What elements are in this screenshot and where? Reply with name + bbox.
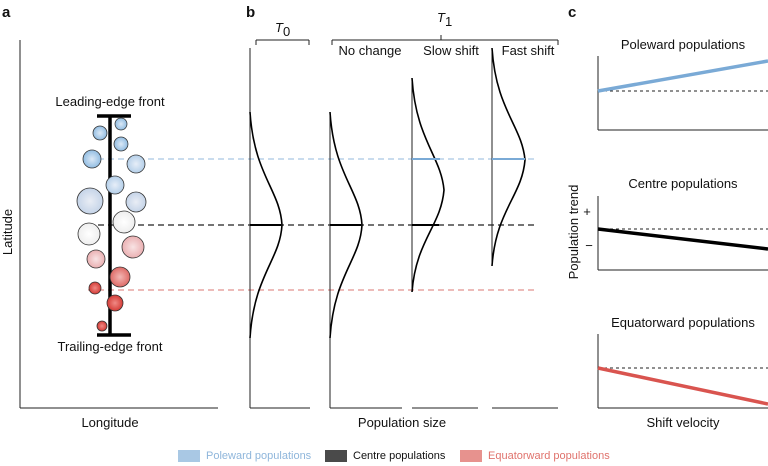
population-circle bbox=[125, 191, 147, 213]
distribution-fast-shift bbox=[491, 47, 558, 409]
distribution-t0 bbox=[249, 48, 310, 409]
minus-sign: − bbox=[585, 238, 593, 253]
population-circle bbox=[77, 222, 101, 246]
t1-bracket bbox=[331, 35, 559, 45]
legend-label-poleward: Poleward populations bbox=[206, 450, 312, 462]
population-circle bbox=[86, 249, 106, 269]
equatorward-title: Equatorward populations bbox=[611, 315, 755, 330]
equatorward-plot bbox=[597, 334, 768, 409]
population-circle bbox=[82, 149, 102, 169]
population-circle bbox=[114, 117, 128, 131]
population-circle bbox=[109, 266, 131, 288]
t1-label: T bbox=[437, 10, 446, 25]
panel-a-axes bbox=[19, 40, 218, 409]
col-slow-shift: Slow shift bbox=[423, 43, 479, 58]
population-size-label: Population size bbox=[358, 415, 446, 430]
longitude-label: Longitude bbox=[81, 415, 138, 430]
population-circle bbox=[112, 210, 136, 234]
panel-c-letter: c bbox=[568, 4, 576, 21]
t1-subscript: 1 bbox=[445, 14, 452, 29]
t0-bracket bbox=[255, 39, 310, 45]
legend-item-poleward: Poleward populations bbox=[178, 450, 311, 462]
centre-plot bbox=[597, 196, 768, 271]
plus-sign: + bbox=[583, 204, 591, 219]
col-fast-shift: Fast shift bbox=[502, 43, 555, 58]
legend-item-centre: Centre populations bbox=[325, 450, 445, 462]
trailing-edge-label: Trailing-edge front bbox=[57, 339, 162, 354]
poleward-plot bbox=[597, 56, 768, 131]
figure-canvas: a Latitude Longitude Leading-edge front … bbox=[0, 4, 768, 430]
latitude-label: Latitude bbox=[0, 209, 15, 255]
leading-edge-label: Leading-edge front bbox=[55, 94, 165, 109]
shift-velocity-label: Shift velocity bbox=[647, 415, 720, 430]
legend-item-equatorward: Equatorward populations bbox=[460, 450, 610, 462]
population-circle bbox=[121, 235, 145, 259]
poleward-title: Poleward populations bbox=[621, 37, 746, 52]
population-circle bbox=[106, 294, 124, 312]
legend-swatch-equatorward bbox=[460, 450, 482, 462]
panel-b-letter: b bbox=[246, 4, 255, 21]
centre-title: Centre populations bbox=[628, 176, 738, 191]
t0-label: T bbox=[275, 20, 284, 35]
panel-a-letter: a bbox=[2, 4, 11, 21]
legend-swatch-poleward bbox=[178, 450, 200, 462]
population-circle bbox=[105, 175, 125, 195]
col-no-change: No change bbox=[339, 43, 402, 58]
population-trend-label: Population trend bbox=[566, 185, 581, 280]
legend-swatch-centre bbox=[325, 450, 347, 462]
population-circle bbox=[126, 154, 146, 174]
population-circle bbox=[88, 281, 102, 295]
population-circle bbox=[92, 125, 108, 141]
legend: Poleward populations Centre populations … bbox=[0, 448, 768, 466]
legend-label-centre: Centre populations bbox=[353, 450, 446, 462]
population-circle bbox=[113, 136, 129, 152]
population-circle bbox=[76, 187, 104, 215]
distribution-no-change bbox=[329, 111, 402, 409]
population-circle bbox=[96, 320, 108, 332]
legend-label-equatorward: Equatorward populations bbox=[488, 450, 610, 462]
distribution-slow-shift bbox=[411, 77, 478, 409]
t0-subscript: 0 bbox=[283, 24, 290, 39]
